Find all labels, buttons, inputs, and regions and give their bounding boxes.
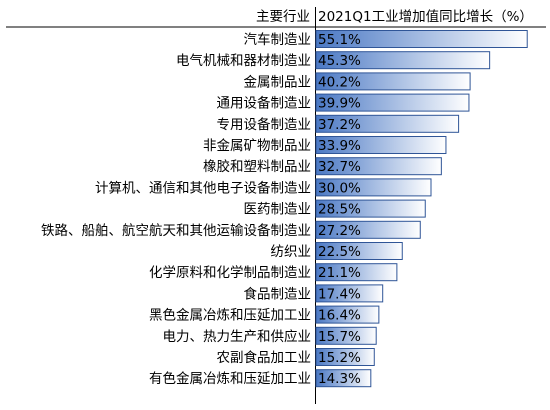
category-label: 化学原料和化学制品制造业	[149, 265, 311, 281]
category-label: 计算机、通信和其他电子设备制造业	[95, 179, 311, 196]
category-label: 电气机械和器材制造业	[176, 53, 311, 69]
value-label: 30.0%	[318, 180, 361, 196]
category-label: 有色金属冶炼和压延加工业	[149, 370, 311, 387]
bar	[315, 369, 372, 388]
bar	[315, 93, 470, 112]
value-label: 17.4%	[318, 286, 361, 302]
category-label: 铁路、船舶、航空航天和其他运输设备制造业	[41, 222, 311, 239]
value-label: 45.3%	[318, 53, 361, 69]
value-label: 40.2%	[318, 74, 361, 90]
bar	[315, 326, 377, 345]
value-label: 14.3%	[318, 371, 361, 387]
category-header: 主要行业	[256, 9, 310, 25]
category-label: 食品制造业	[244, 285, 312, 302]
bar	[315, 348, 375, 366]
value-label: 37.2%	[318, 117, 361, 133]
value-label: 27.2%	[318, 223, 361, 239]
value-label: 28.5%	[318, 202, 361, 218]
bar	[315, 136, 447, 154]
value-label: 33.9%	[318, 138, 361, 154]
bar	[315, 242, 403, 260]
value-header: 2021Q1工业增加值同比增长（%）	[318, 9, 533, 25]
category-label: 医药制造业	[244, 202, 312, 218]
bar	[315, 157, 442, 176]
bar	[315, 51, 491, 70]
value-label: 15.7%	[318, 329, 361, 345]
value-label: 16.4%	[318, 308, 361, 324]
bar	[315, 72, 471, 91]
category-label: 农副食品加工业	[217, 349, 312, 366]
value-label: 55.1%	[318, 32, 361, 48]
value-label: 21.1%	[318, 265, 361, 281]
bar	[315, 178, 432, 197]
category-label: 黑色金属冶炼和压延加工业	[149, 307, 311, 324]
category-label: 非金属矿物制品业	[203, 138, 311, 154]
bar	[315, 305, 380, 324]
category-label: 通用设备制造业	[217, 95, 312, 112]
category-label: 金属制品业	[244, 74, 312, 90]
category-label: 汽车制造业	[244, 31, 312, 48]
bar	[315, 199, 426, 218]
value-label: 22.5%	[318, 244, 361, 260]
category-label: 电力、热力生产和供应业	[163, 328, 312, 345]
category-label: 纺织业	[271, 244, 312, 260]
value-label: 39.9%	[318, 96, 361, 112]
category-label: 橡胶和塑料制品业	[203, 158, 311, 175]
value-label: 32.7%	[318, 159, 361, 175]
bar	[315, 30, 528, 48]
bar	[315, 263, 398, 282]
value-label: 15.2%	[318, 350, 361, 366]
bar	[315, 114, 460, 133]
bar	[315, 220, 421, 239]
bar	[315, 284, 384, 303]
category-label: 专用设备制造业	[217, 116, 312, 133]
